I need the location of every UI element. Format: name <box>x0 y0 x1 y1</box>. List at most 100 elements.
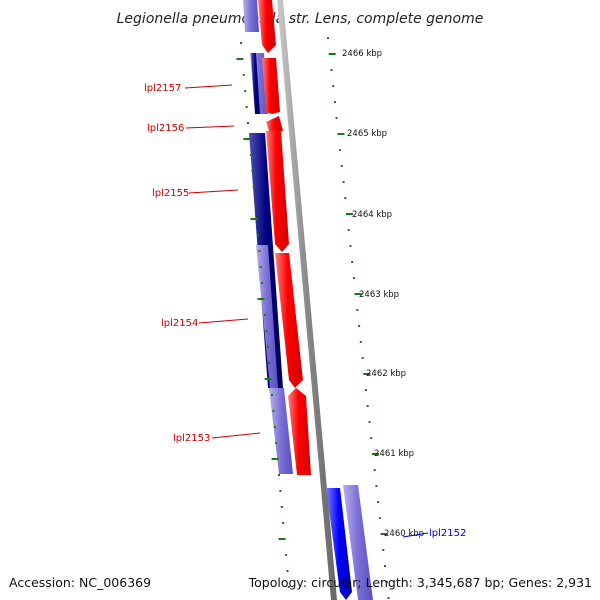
ruler-label-2466: 2466 kbp <box>342 49 382 59</box>
major-tick <box>371 453 379 455</box>
minor-tick <box>285 554 288 556</box>
leader-lpl2155 <box>188 189 239 194</box>
minor-tick <box>259 266 262 268</box>
minor-tick <box>282 522 285 524</box>
minor-tick <box>382 549 385 551</box>
minor-tick <box>366 405 369 407</box>
minor-tick <box>387 597 390 599</box>
forward-strand-track <box>258 0 311 475</box>
gene-label-lpl2156[interactable]: lpl2156 <box>147 123 184 134</box>
minor-tick <box>339 149 342 151</box>
major-tick <box>337 133 345 135</box>
minor-tick <box>258 250 261 252</box>
minor-tick <box>344 197 347 199</box>
ruler-label-2465: 2465 kbp <box>347 129 387 139</box>
gene-label-lpl2152[interactable]: lpl2152 <box>429 528 466 539</box>
leader-lpl2156 <box>185 125 235 129</box>
minor-tick <box>351 261 354 263</box>
ruler-label-2462: 2462 kbp <box>366 369 406 379</box>
minor-tick <box>265 330 268 332</box>
minor-tick <box>247 122 249 124</box>
minor-tick <box>263 314 266 316</box>
minor-tick <box>375 485 378 487</box>
minor-tick <box>240 42 242 44</box>
cds-arrow-lpl2154 <box>275 253 303 388</box>
genome-backbone <box>277 0 337 600</box>
gene-label-lpl2154[interactable]: lpl2154 <box>161 318 198 329</box>
minor-tick <box>342 181 345 183</box>
minor-tick <box>384 565 386 567</box>
ruler-labels: 2466 kbp 2465 kbp 2464 kbp 2463 kbp 2462… <box>342 49 424 539</box>
minor-tick <box>254 202 257 204</box>
minor-tick <box>378 517 381 519</box>
cds-block-top <box>243 0 259 32</box>
gene-label-lpl2155[interactable]: lpl2155 <box>152 188 189 199</box>
minor-tick <box>245 106 248 108</box>
minor-tick <box>272 410 275 412</box>
major-tick <box>380 533 388 535</box>
minor-tick <box>275 442 278 444</box>
minor-tick <box>271 394 273 396</box>
minor-tick <box>256 234 259 236</box>
major-tick <box>328 53 336 55</box>
minor-tick <box>352 277 355 279</box>
minor-tick <box>242 74 245 76</box>
leader-lpl2153 <box>211 432 261 439</box>
ruler-label-2464: 2464 kbp <box>352 210 392 220</box>
leader-lpl2157 <box>184 84 233 89</box>
major-tick <box>271 458 279 460</box>
map-title: Legionella pneumophila str. Lens, comple… <box>117 11 484 27</box>
blue-gene-group <box>326 485 373 600</box>
minor-tick <box>251 170 254 172</box>
major-tick <box>278 538 286 540</box>
major-tick <box>257 298 265 300</box>
minor-tick <box>361 357 364 359</box>
minor-tick <box>335 117 338 119</box>
major-tick <box>264 378 272 380</box>
minor-tick <box>268 362 271 364</box>
leader-lpl2154 <box>198 318 249 324</box>
major-tick <box>250 218 258 220</box>
cds-arrow-lpl2155 <box>266 131 289 252</box>
minor-tick <box>280 506 283 508</box>
cds-block-lpl2154-light <box>256 245 278 388</box>
minor-tick <box>327 37 329 39</box>
minor-tick <box>287 586 290 588</box>
minor-tick <box>373 469 376 471</box>
cds-arrow-lpl2156 <box>266 116 283 131</box>
gene-label-lpl2153[interactable]: lpl2153 <box>173 433 210 444</box>
major-tick <box>354 293 362 295</box>
genome-summary-text: Topology: circular; Length: 3,345,687 bp… <box>248 575 592 590</box>
cds-block-lpl2152-light <box>343 485 373 600</box>
minor-tick <box>385 581 388 583</box>
minor-tick <box>340 165 343 167</box>
minor-tick <box>370 437 373 439</box>
minor-tick <box>356 309 359 311</box>
ruler-label-2463: 2463 kbp <box>359 290 399 300</box>
minor-tick <box>286 570 289 572</box>
minor-tick <box>347 229 350 231</box>
cds-arrow-lpl2152 <box>326 488 352 600</box>
major-tick <box>363 373 371 375</box>
minor-tick <box>249 154 252 156</box>
cds-block-lpl2153 <box>269 388 293 474</box>
major-tick <box>243 138 251 140</box>
major-tick <box>346 213 353 215</box>
gene-label-lpl2157[interactable]: lpl2157 <box>144 83 181 94</box>
reverse-strand-track <box>243 0 293 474</box>
minor-tick <box>368 421 371 423</box>
cds-arrow-lpl2157 <box>262 58 280 114</box>
ruler-label-2461: 2461 kbp <box>374 449 414 459</box>
minor-tick <box>261 282 264 284</box>
minor-tick <box>358 325 361 327</box>
cds-arrow-top <box>258 0 276 53</box>
cds-block-lpl2157-inner <box>251 53 260 114</box>
minor-tick <box>273 426 276 428</box>
minor-tick <box>359 341 362 343</box>
minor-tick <box>365 389 367 391</box>
minor-tick <box>252 186 255 188</box>
minor-tick <box>332 85 335 87</box>
minor-tick <box>377 501 380 503</box>
